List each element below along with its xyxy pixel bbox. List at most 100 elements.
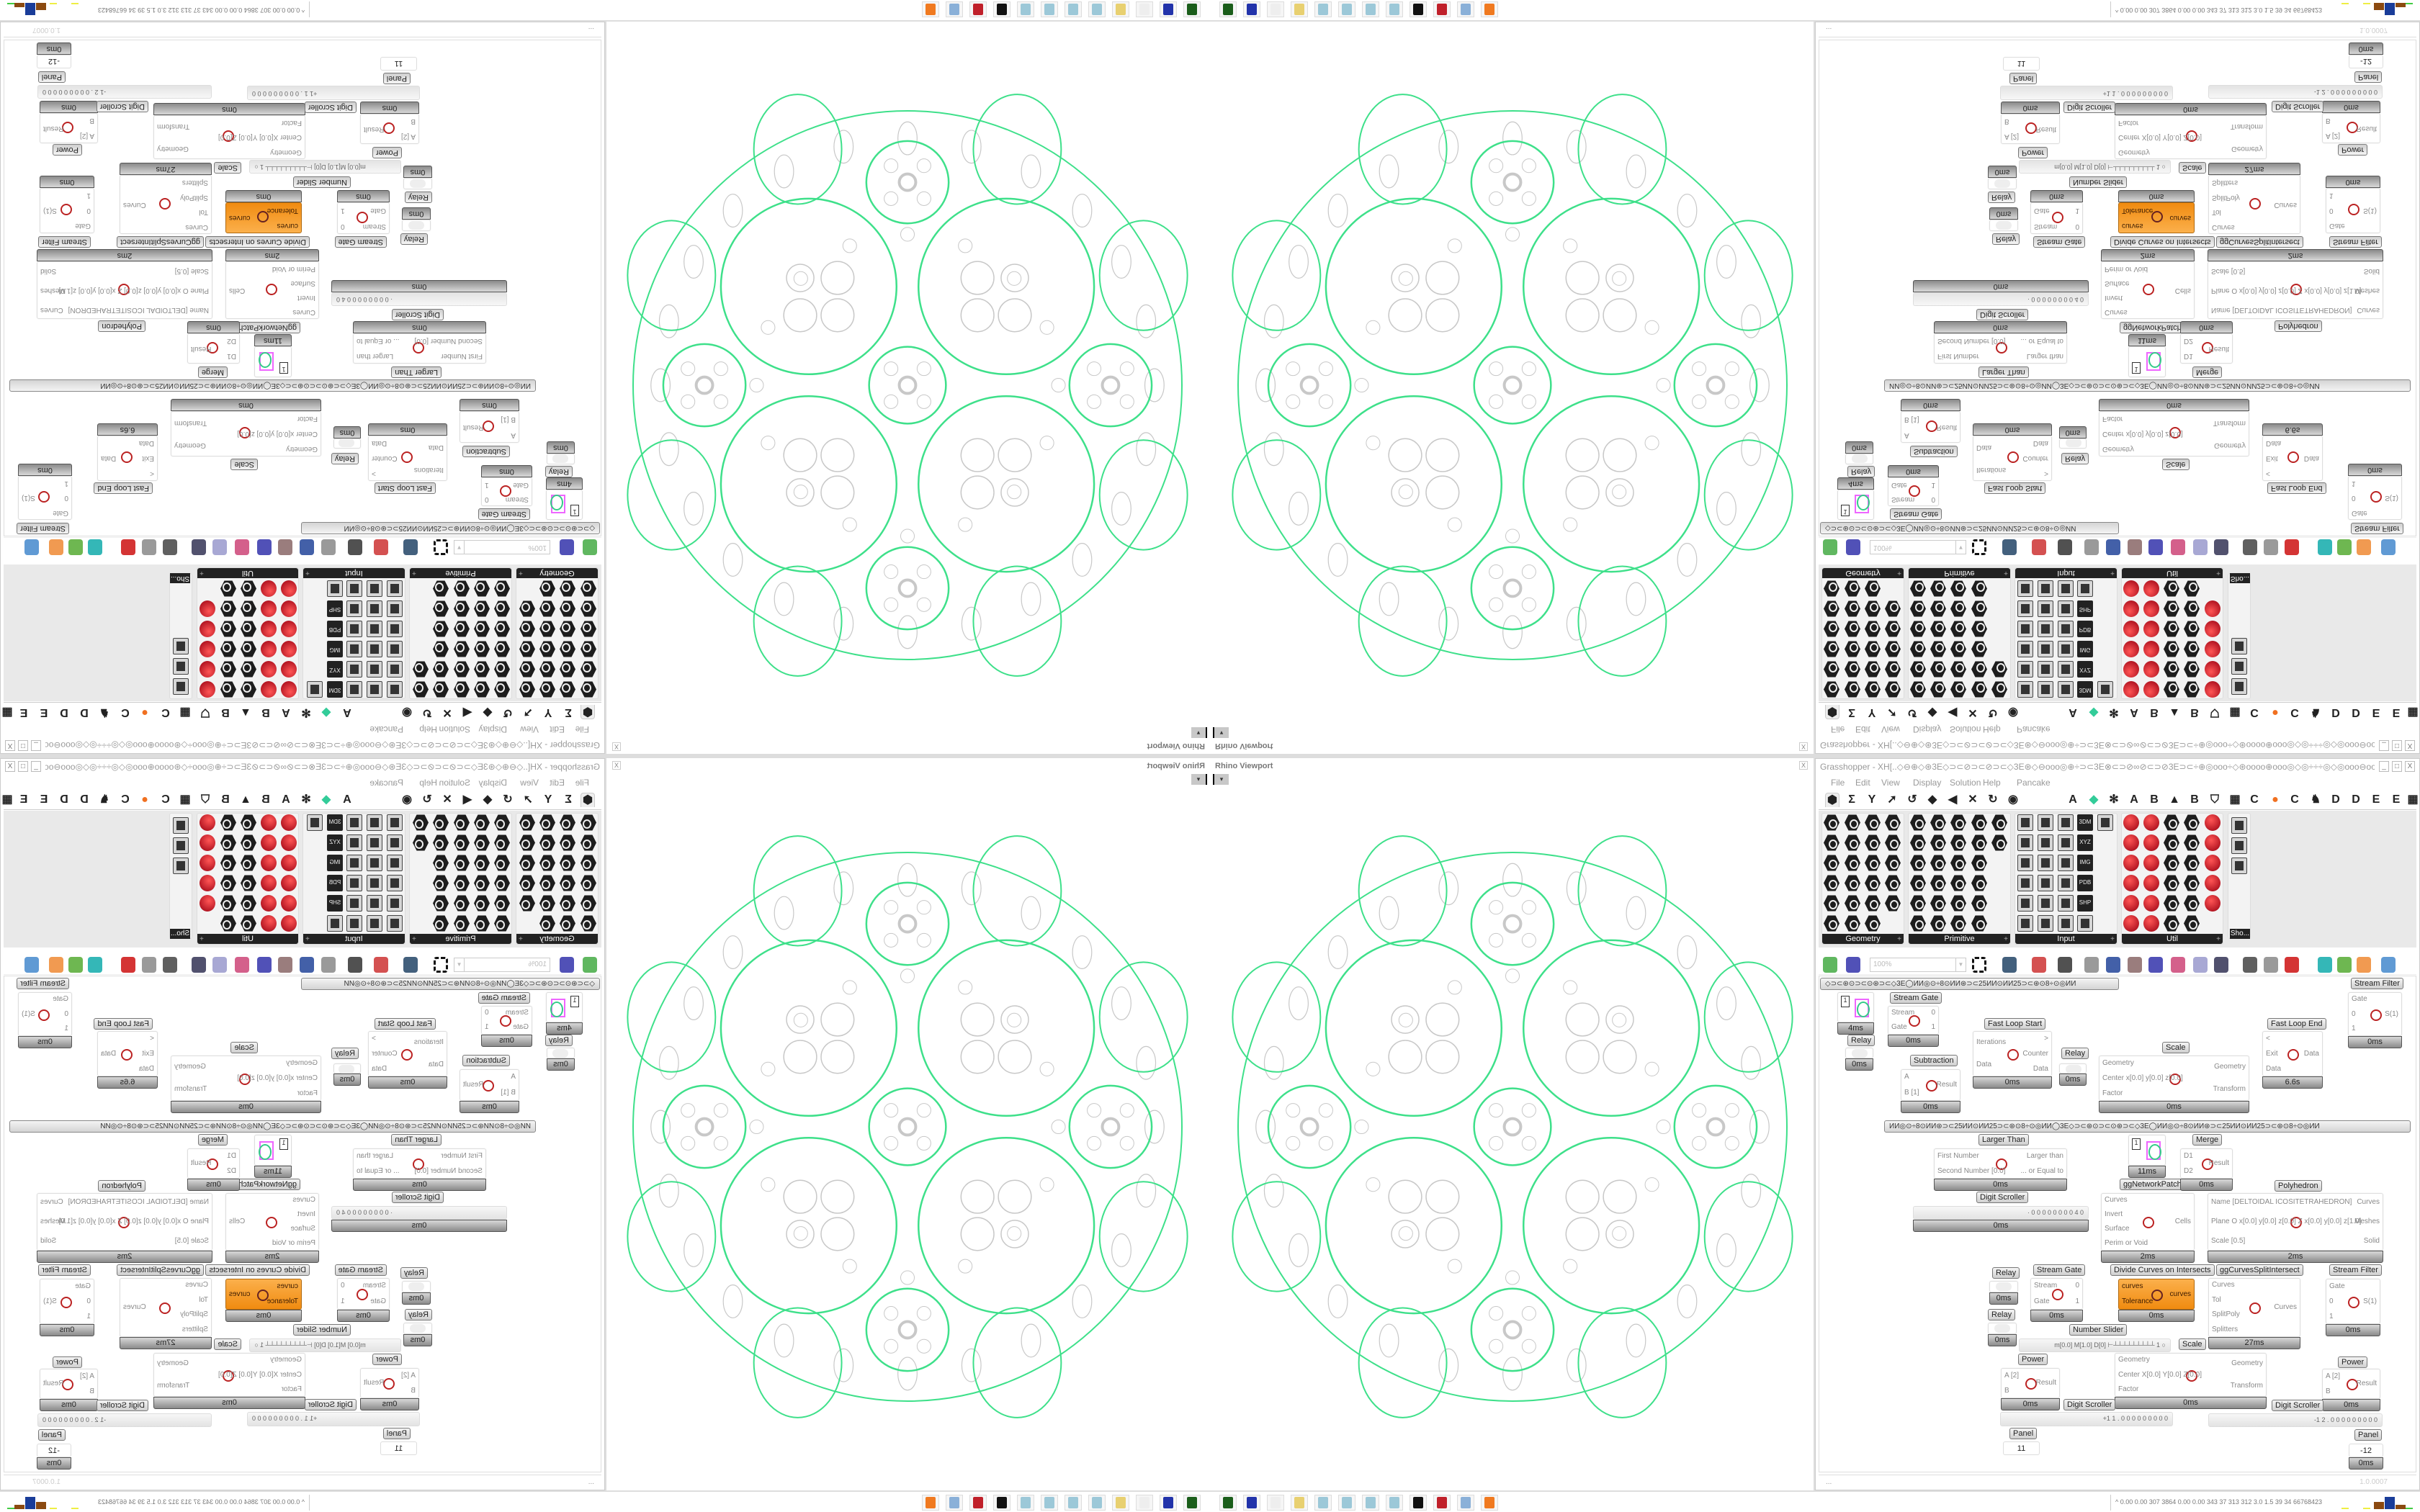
folder-icon[interactable] — [1112, 1, 1129, 17]
geometry-component-icon[interactable] — [1885, 855, 1901, 871]
node-stream-gate[interactable]: Stream Gate 0 1 — [337, 202, 390, 234]
util-component-icon[interactable] — [200, 641, 215, 657]
green-shape-icon[interactable] — [2337, 957, 2352, 973]
node-label-power[interactable]: Power — [52, 1356, 82, 1368]
output-param[interactable]: Cells — [2174, 1218, 2191, 1225]
output-param[interactable]: Counter — [372, 1049, 398, 1058]
input-param[interactable]: curves — [2122, 222, 2143, 230]
input-component-icon[interactable]: PDB — [2077, 875, 2093, 891]
input-param[interactable]: Stream — [2034, 1282, 2058, 1290]
input-param[interactable]: Name [DELTOIDAL ICOSITETRAHEDRON] — [2211, 1198, 2352, 1207]
primitive-component-icon[interactable] — [1910, 915, 1926, 932]
shaded-preview-icon[interactable] — [2243, 957, 2257, 973]
input-component-icon[interactable] — [2038, 875, 2053, 891]
node-label-larger-than[interactable]: Larger Than — [391, 366, 442, 378]
expand-panel-button[interactable]: + — [305, 569, 310, 577]
node-digit-scroller[interactable]: +1 1 . 0 0 0 0 0 0 0 0 0 — [247, 1412, 420, 1426]
curve-icon[interactable]: ↺ — [503, 706, 513, 719]
menu-help[interactable]: Help — [419, 724, 437, 734]
node-label-subtraction[interactable]: Subtraction — [1910, 446, 1958, 457]
util-component-icon[interactable] — [2143, 580, 2159, 597]
orange-sphere-icon[interactable] — [2357, 957, 2371, 973]
util-component-icon[interactable] — [2143, 855, 2159, 871]
input-component-icon[interactable] — [2058, 621, 2074, 637]
display-board-icon[interactable] — [173, 858, 189, 874]
util-component-icon[interactable] — [281, 661, 297, 678]
node-label-relay[interactable]: Relay — [1992, 1267, 2020, 1279]
plugin-c-icon[interactable]: C — [2250, 706, 2259, 719]
rhino-viewport[interactable]: Rhino Viewport ▾ X — [605, 22, 1210, 754]
input-component-icon[interactable] — [2038, 600, 2053, 617]
maths-sigma-icon[interactable]: Σ — [1848, 793, 1855, 806]
params-hex-icon[interactable]: ⬢ — [581, 793, 595, 807]
plugin-b-icon[interactable]: B — [261, 706, 270, 719]
input-component-icon[interactable] — [387, 641, 403, 657]
display-eye-icon[interactable]: ◉ — [2008, 793, 2018, 806]
plugin-c-icon[interactable]: C — [2290, 706, 2299, 719]
util-component-icon[interactable] — [281, 875, 297, 891]
node-stream-filter[interactable]: Gate 0 1 S(1) — [40, 1279, 94, 1324]
sets-icon[interactable]: Y — [1868, 793, 1876, 806]
input-param[interactable]: Plane O x[0.0] y[0.0] z[0.0] Z x[0.0] y[… — [2211, 287, 2362, 294]
node-label-larger-than[interactable]: Larger Than — [1978, 366, 2029, 378]
util-component-icon[interactable] — [2184, 814, 2200, 831]
input-param[interactable]: D2 — [2184, 337, 2193, 346]
input-param[interactable]: SplitPoly — [180, 1310, 208, 1319]
input-param[interactable]: A — [511, 1073, 516, 1081]
bulb-icon[interactable] — [2193, 957, 2208, 973]
input-component-icon[interactable] — [2038, 641, 2053, 657]
input-param[interactable]: Geometry — [2102, 445, 2134, 454]
node-polyhedron[interactable]: Name [DELTOIDAL ICOSITETRAHEDRON] Plane O… — [37, 1193, 212, 1251]
util-component-icon[interactable] — [2123, 600, 2139, 617]
node-panel[interactable]: -12 — [2349, 1444, 2383, 1457]
input-param[interactable]: Gate — [370, 207, 386, 215]
util-component-icon[interactable] — [2184, 855, 2200, 871]
input-param[interactable]: Center x[0.0] y[0.0] z[0.0] — [2102, 1074, 2183, 1082]
primitive-component-icon[interactable] — [1930, 875, 1946, 891]
expand-panel-button[interactable]: + — [412, 935, 416, 943]
notepad-icon[interactable] — [1088, 1495, 1106, 1511]
save-icon[interactable] — [1846, 957, 1860, 973]
input-param[interactable]: SplitPoly — [180, 193, 208, 202]
input-component-icon[interactable] — [387, 621, 403, 637]
input-param[interactable]: Scale [0.5] — [174, 267, 209, 276]
output-param[interactable]: ... or Equal to — [2020, 337, 2063, 346]
node-label-stream-filter[interactable]: Stream Filter — [2351, 978, 2403, 989]
plugin-a-icon[interactable]: A — [343, 793, 351, 806]
node-label-ggcurvessplitintersect[interactable]: ggCurvesSplitIntersect — [2216, 236, 2303, 248]
output-param[interactable]: Result — [191, 345, 212, 353]
node-fast-loop-end[interactable]: < Exit Data Data — [97, 1031, 158, 1076]
blank-icon[interactable] — [1267, 1, 1284, 17]
node-label-larger-than[interactable]: Larger Than — [391, 1134, 442, 1146]
input-param[interactable]: Perim or Void — [272, 265, 315, 273]
primitive-component-icon[interactable] — [1991, 814, 2007, 831]
primitive-component-icon[interactable] — [1950, 875, 1966, 891]
geometry-component-icon[interactable] — [1824, 915, 1839, 932]
node-label-number-slider[interactable]: Number Slider — [292, 176, 351, 188]
geometry-component-icon[interactable] — [1824, 814, 1839, 831]
output-param[interactable]: Cells — [229, 1218, 246, 1225]
node-preview[interactable]: 1 — [1837, 490, 1874, 520]
save-icon[interactable] — [560, 957, 574, 973]
output-param[interactable]: S(1) — [43, 207, 57, 215]
orange-circle-icon[interactable]: ● — [141, 706, 148, 719]
mesh-icon[interactable]: ◀ — [462, 793, 472, 806]
red-shape-icon[interactable] — [2285, 957, 2299, 973]
input-component-icon[interactable]: PDB — [327, 621, 343, 637]
input-component-icon[interactable] — [2058, 855, 2074, 871]
node-ggnetworkpatch[interactable]: Curves Invert Surface Perim or Void Cells — [2101, 261, 2195, 319]
input-component-icon[interactable] — [387, 915, 403, 932]
blank-icon[interactable] — [1136, 1495, 1153, 1511]
input-component-icon[interactable] — [2058, 681, 2074, 698]
plugin-d-icon[interactable]: D — [2331, 793, 2340, 806]
input-component-icon[interactable] — [346, 661, 362, 678]
node-label-ggnetworkpatch[interactable]: ggNetworkPatch — [2120, 322, 2185, 333]
node-scale[interactable]: Geometry Center x[0.0] y[0.0] z[0.0] Facto… — [2099, 411, 2249, 456]
node-label-fast-loop-end[interactable]: Fast Loop End — [94, 1018, 153, 1030]
panel-label[interactable]: Input — [303, 568, 405, 578]
input-component-icon[interactable] — [307, 681, 323, 698]
output-param[interactable]: S(1) — [22, 1009, 35, 1018]
floppy-64-icon[interactable] — [1160, 1, 1177, 17]
input-param[interactable]: Curves — [2212, 1281, 2235, 1290]
menu-view[interactable]: View — [1881, 778, 1900, 788]
